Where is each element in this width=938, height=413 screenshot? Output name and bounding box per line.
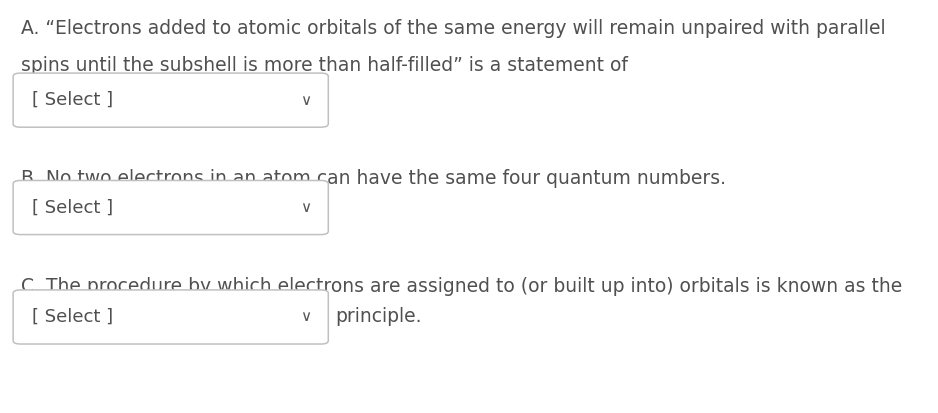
Text: [ Select ]: [ Select ] [32, 308, 113, 326]
Text: [ Select ]: [ Select ] [32, 91, 113, 109]
FancyBboxPatch shape [13, 290, 328, 344]
Text: ∨: ∨ [300, 309, 311, 325]
Text: A. “Electrons added to atomic orbitals of the same energy will remain unpaired w: A. “Electrons added to atomic orbitals o… [21, 19, 885, 38]
FancyBboxPatch shape [13, 73, 328, 127]
Text: C. The procedure by which electrons are assigned to (or built up into) orbitals : C. The procedure by which electrons are … [21, 277, 901, 296]
Text: principle.: principle. [335, 307, 421, 327]
Text: ∨: ∨ [300, 200, 311, 215]
Text: ∨: ∨ [300, 93, 311, 108]
Text: spins until the subshell is more than half-filled” is a statement of: spins until the subshell is more than ha… [21, 56, 628, 75]
FancyBboxPatch shape [13, 180, 328, 235]
Text: [ Select ]: [ Select ] [32, 199, 113, 216]
Text: B. No two electrons in an atom can have the same four quantum numbers.: B. No two electrons in an atom can have … [21, 169, 726, 188]
